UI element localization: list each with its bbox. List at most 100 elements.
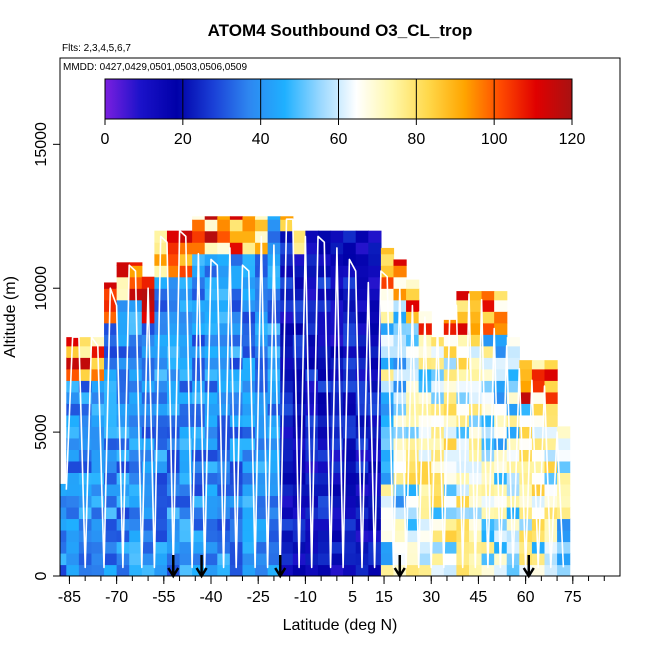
heatmap-cell xyxy=(66,380,80,393)
heatmap-cell xyxy=(280,357,294,370)
heatmap-cell xyxy=(267,334,281,347)
heatmap-cell xyxy=(418,437,432,450)
x-tick-label: 30 xyxy=(422,589,440,606)
heatmap-cell xyxy=(116,262,130,266)
heatmap-cell xyxy=(355,564,369,576)
heatmap-cell xyxy=(443,426,458,439)
heatmap-cell xyxy=(305,564,319,576)
heatmap-cell xyxy=(557,518,571,531)
heatmap-cell xyxy=(267,495,281,508)
heatmap-cell xyxy=(154,495,168,508)
heatmap-cell xyxy=(368,253,382,266)
heatmap-cell xyxy=(116,506,130,520)
heatmap-cell xyxy=(393,403,407,416)
heatmap-cell xyxy=(78,380,93,393)
heatmap-cell xyxy=(104,322,118,335)
heatmap-cell xyxy=(154,380,168,393)
heatmap-cell xyxy=(380,449,395,462)
heatmap-cell xyxy=(141,483,155,497)
heatmap-cell xyxy=(204,357,218,370)
heatmap-cell xyxy=(292,380,306,393)
colorbar-tick-label: 120 xyxy=(559,131,586,148)
heatmap-cell xyxy=(229,311,244,324)
heatmap-cell xyxy=(242,368,256,381)
heatmap-cell xyxy=(255,345,269,358)
heatmap-cell xyxy=(343,506,357,520)
heatmap-cell xyxy=(280,529,294,543)
heatmap-cell xyxy=(456,472,470,485)
heatmap-cell xyxy=(544,437,558,450)
heatmap-cell xyxy=(267,368,281,381)
heatmap-cell xyxy=(531,403,546,416)
heatmap-cell xyxy=(204,391,218,404)
heatmap-cell xyxy=(166,414,181,427)
heatmap-cell xyxy=(267,518,281,531)
heatmap-cell xyxy=(330,334,344,347)
heatmap-cell xyxy=(393,483,407,497)
heatmap-cell xyxy=(154,460,168,473)
heatmap-cell xyxy=(217,311,231,324)
heatmap-cell xyxy=(443,319,458,324)
heatmap-cell xyxy=(116,334,130,347)
heatmap-cell xyxy=(317,311,332,324)
heatmap-cell xyxy=(204,311,218,324)
heatmap-cell xyxy=(217,230,231,243)
heatmap-cell xyxy=(468,483,483,497)
heatmap-cell xyxy=(217,322,231,335)
heatmap-cell xyxy=(192,311,206,324)
heatmap-cell xyxy=(204,403,218,416)
heatmap-cell xyxy=(443,529,458,543)
heatmap-cell xyxy=(406,345,420,358)
heatmap-cell xyxy=(154,506,168,520)
heatmap-cell xyxy=(330,380,344,393)
heatmap-cell xyxy=(104,483,118,497)
heatmap-cell xyxy=(229,472,244,485)
heatmap-cell xyxy=(292,426,306,439)
heatmap-cell xyxy=(406,564,420,576)
heatmap-cell xyxy=(343,322,357,335)
heatmap-cell xyxy=(481,449,495,462)
heatmap-cell xyxy=(468,357,483,370)
heatmap-cell xyxy=(242,219,256,232)
heatmap-cell xyxy=(305,265,319,278)
x-tick-label: 60 xyxy=(517,589,535,606)
heatmap-cell xyxy=(66,518,80,531)
heatmap-cell xyxy=(166,299,181,312)
heatmap-cell xyxy=(179,437,193,450)
heatmap-cell xyxy=(116,322,130,335)
heatmap-cell xyxy=(481,291,495,301)
heatmap-cell xyxy=(431,541,445,554)
heatmap-cell xyxy=(343,414,357,427)
heatmap-cell xyxy=(305,472,319,485)
heatmap-cell xyxy=(292,437,306,450)
heatmap-cell xyxy=(166,403,181,416)
heatmap-cell xyxy=(456,483,470,497)
heatmap-cell xyxy=(380,253,395,266)
heatmap-cell xyxy=(468,437,483,450)
heatmap-cell xyxy=(393,426,407,439)
heatmap-cell xyxy=(91,552,105,566)
heatmap-cell xyxy=(154,391,168,404)
heatmap-cell xyxy=(544,414,558,427)
heatmap-cell xyxy=(154,265,168,278)
heatmap-cell xyxy=(280,288,294,301)
heatmap-cell xyxy=(418,495,432,508)
heatmap-cell xyxy=(66,483,80,497)
heatmap-cell xyxy=(368,322,382,335)
heatmap-cell xyxy=(494,322,508,335)
heatmap-cell xyxy=(179,403,193,416)
heatmap-cell xyxy=(217,265,231,278)
heatmap-cell xyxy=(242,403,256,416)
heatmap-cell xyxy=(431,552,445,566)
heatmap-cell xyxy=(305,414,319,427)
heatmap-cell xyxy=(179,552,193,566)
heatmap-cell xyxy=(393,541,407,554)
heatmap-cell xyxy=(280,541,294,554)
heatmap-cell xyxy=(267,357,281,370)
heatmap-cell xyxy=(192,472,206,485)
flights-note: Flts: 2,3,4,5,6,7 xyxy=(62,43,131,54)
heatmap-cell xyxy=(66,437,80,450)
heatmap-cell xyxy=(317,345,332,358)
heatmap-cell xyxy=(506,380,520,393)
heatmap-cell xyxy=(129,380,143,393)
